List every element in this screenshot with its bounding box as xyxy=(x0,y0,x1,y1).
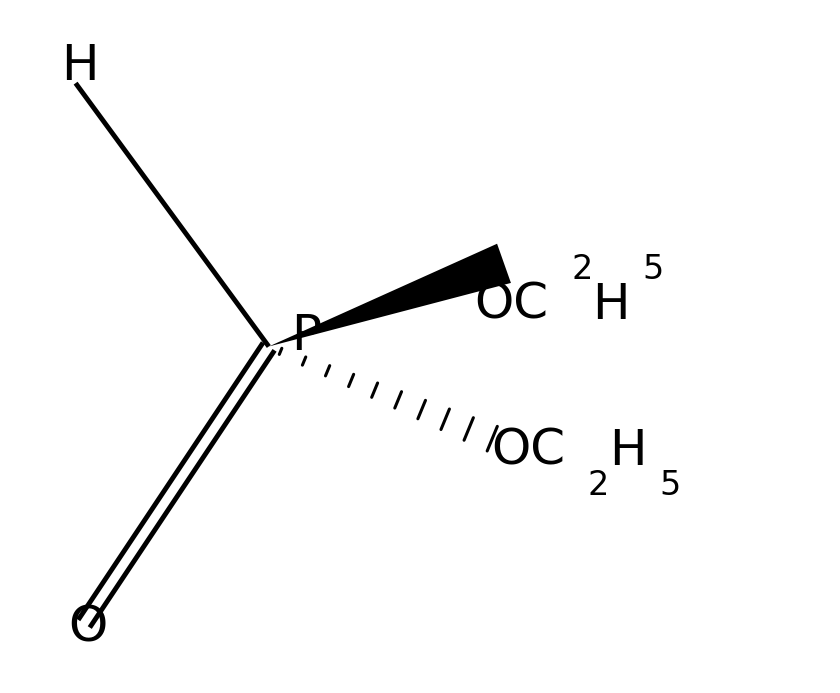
Text: 5: 5 xyxy=(643,253,664,286)
Text: 2: 2 xyxy=(571,253,592,286)
Text: H: H xyxy=(609,427,647,475)
Text: P: P xyxy=(291,312,322,360)
Text: OC: OC xyxy=(491,427,565,475)
Polygon shape xyxy=(269,244,511,346)
Text: H: H xyxy=(61,42,98,90)
Text: H: H xyxy=(592,281,630,328)
Text: OC: OC xyxy=(475,281,549,328)
Text: 2: 2 xyxy=(588,469,609,502)
Text: 5: 5 xyxy=(659,469,680,502)
Text: O: O xyxy=(69,603,108,651)
